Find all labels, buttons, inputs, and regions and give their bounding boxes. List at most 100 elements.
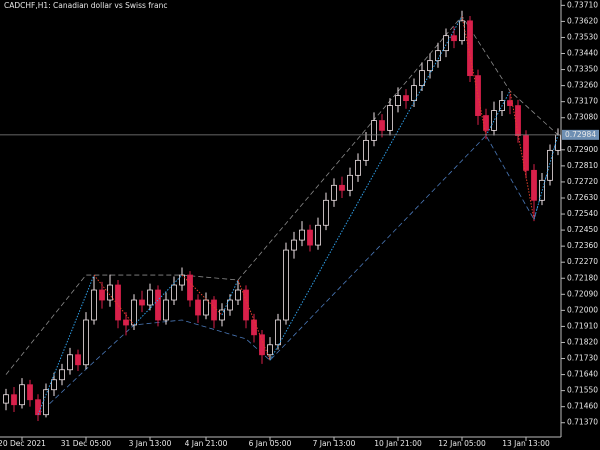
candle-body	[131, 299, 137, 326]
candle-body	[419, 70, 425, 87]
y-tick-label: 0.73170	[567, 97, 598, 106]
x-tick-label: 6 Jan 05:00	[249, 439, 292, 448]
y-tick-label: 0.73620	[567, 16, 598, 25]
candle-body	[403, 95, 409, 101]
candle-body	[83, 319, 89, 366]
candle-body	[35, 399, 41, 416]
candle-body	[19, 384, 25, 406]
x-tick-label: 20 Dec 2021	[0, 439, 46, 448]
candle-body	[11, 394, 17, 406]
x-tick-label: 13 Jan 13:00	[502, 439, 550, 448]
y-tick-label: 0.72540	[567, 209, 598, 218]
zigzag-segment	[461, 15, 487, 136]
candle-body	[331, 184, 337, 201]
candle-body	[523, 135, 529, 171]
zigzag-segment	[269, 15, 463, 361]
y-tick-label: 0.72180	[567, 273, 598, 282]
candle-body	[211, 299, 217, 321]
candle-body	[307, 229, 313, 246]
zigzag-segment	[133, 274, 183, 326]
candle-body	[275, 319, 281, 346]
candle-body	[147, 289, 153, 306]
candle-body	[427, 60, 433, 72]
candle-body	[107, 284, 113, 301]
candle-body	[75, 354, 81, 366]
y-tick-label: 0.72720	[567, 177, 598, 186]
candle-body	[371, 120, 377, 141]
candle-body	[347, 174, 353, 191]
y-tick-label: 0.72090	[567, 289, 598, 298]
candle-body	[267, 344, 273, 356]
candle-body	[283, 249, 289, 321]
candle-body	[315, 224, 321, 246]
candle-body	[27, 384, 33, 401]
y-tick-label: 0.71730	[567, 354, 598, 363]
y-tick-label: 0.73440	[567, 49, 598, 58]
y-tick-label: 0.72270	[567, 257, 598, 266]
price-label-box	[562, 129, 599, 140]
candle-body	[387, 105, 393, 131]
candle-body	[171, 284, 177, 301]
candle-body	[187, 274, 193, 301]
candle-body	[467, 20, 473, 77]
candle-body	[459, 20, 465, 42]
y-tick-label: 0.73350	[567, 65, 598, 74]
zigzag-segment	[37, 274, 95, 415]
y-tick-label: 0.72360	[567, 241, 598, 250]
x-tick-label: 31 Dec 05:00	[61, 439, 112, 448]
candle-body	[99, 289, 105, 301]
y-tick-label: 0.71910	[567, 321, 598, 330]
zigzag-segment	[181, 274, 223, 316]
candle-body	[203, 299, 209, 316]
candle-body	[491, 110, 497, 131]
x-tick-label: 4 Jan 21:00	[185, 439, 228, 448]
candle-body	[123, 319, 129, 326]
y-tick-label: 0.73710	[567, 0, 598, 9]
candle-body	[515, 105, 521, 136]
candle-body	[291, 239, 297, 251]
candle-body	[3, 394, 9, 404]
candle-body	[299, 229, 305, 241]
y-tick-label: 0.71460	[567, 402, 598, 411]
chart-title: CADCHF,H1: Canadian dollar vs Swiss fran…	[4, 1, 167, 10]
candle-body	[243, 289, 249, 321]
y-tick-label: 0.71640	[567, 370, 598, 379]
candle-body	[91, 289, 97, 321]
y-tick-label: 0.72900	[567, 145, 598, 154]
y-tick-label: 0.71550	[567, 386, 598, 395]
x-tick-label: 12 Jan 05:00	[438, 439, 486, 448]
candle-body	[115, 284, 121, 321]
y-tick-label: 0.72450	[567, 225, 598, 234]
candle-body	[355, 159, 361, 176]
y-tick-label: 0.73080	[567, 113, 598, 122]
zigzag-segment	[485, 90, 511, 136]
candle-body	[251, 319, 257, 336]
y-tick-label: 0.73530	[567, 32, 598, 41]
y-tick-label: 0.71820	[567, 337, 598, 346]
candle-body	[227, 299, 233, 311]
x-tick-label: 10 Jan 21:00	[374, 439, 422, 448]
candle-body	[363, 139, 369, 161]
candle-body	[67, 354, 73, 371]
candle-body	[443, 35, 449, 52]
candle-body	[43, 389, 49, 416]
candle-body	[435, 50, 441, 62]
candle-body	[555, 134, 561, 151]
candle-body	[531, 169, 537, 201]
candle-body	[235, 289, 241, 301]
candle-body	[411, 85, 417, 101]
candle-body	[379, 120, 385, 131]
y-tick-label: 0.72000	[567, 305, 598, 314]
candle-body	[259, 334, 265, 356]
candle-body	[195, 299, 201, 316]
y-tick-label: 0.73260	[567, 81, 598, 90]
candle-body	[339, 184, 345, 191]
y-tick-label: 0.72630	[567, 193, 598, 202]
x-tick-label: 3 Jan 13:00	[129, 439, 172, 448]
y-tick-label: 0.71370	[567, 418, 598, 427]
candle-body	[507, 100, 513, 106]
candle-body	[59, 369, 65, 381]
